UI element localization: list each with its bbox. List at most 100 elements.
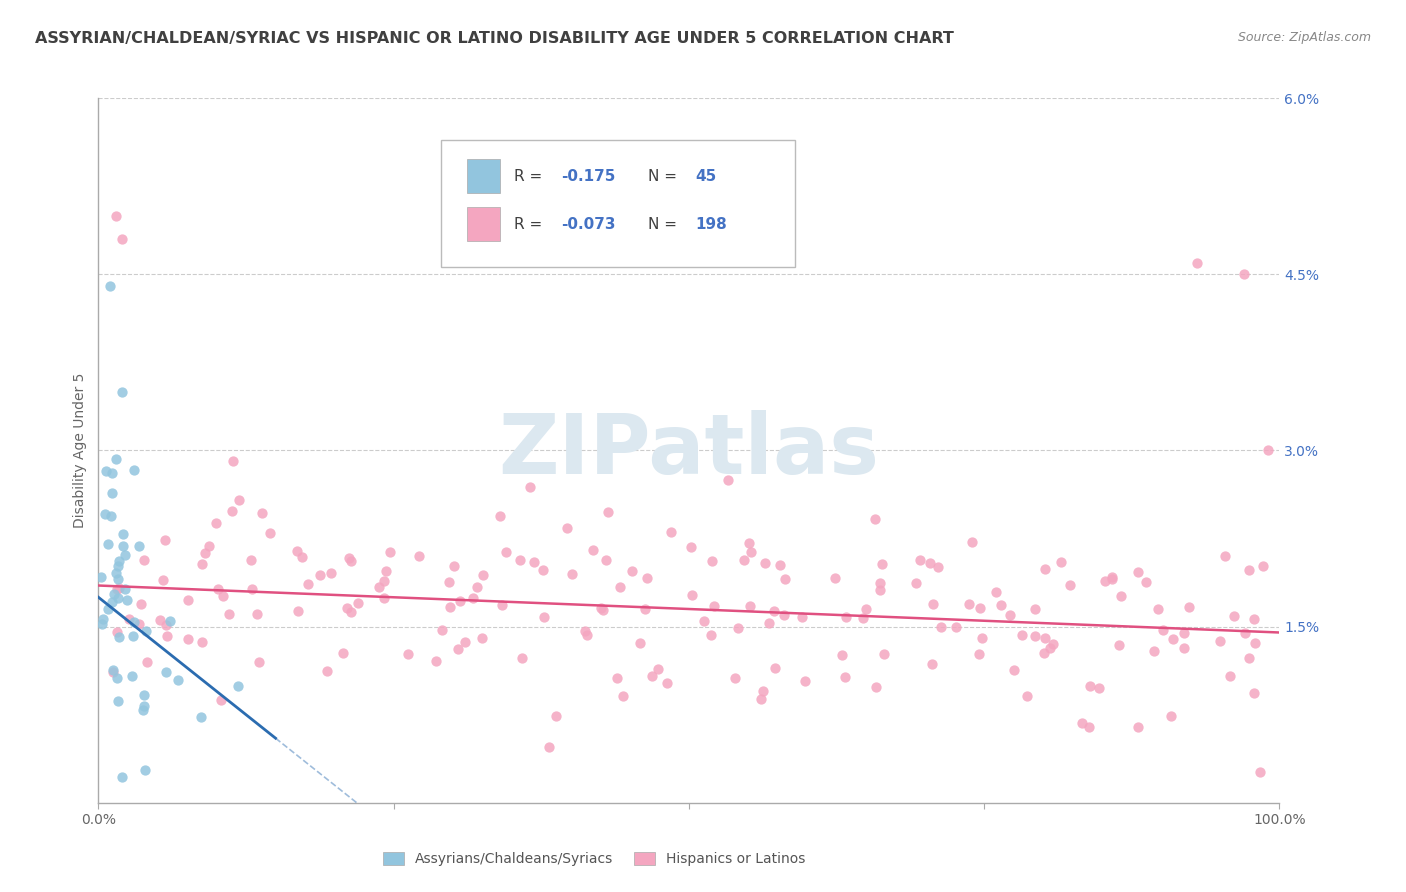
Point [724, 671, 747, 685]
Point [368, 580, 391, 594]
Point [1237, 650, 1260, 665]
Point [103, 663, 125, 677]
Point [1077, 720, 1099, 734]
Point [375, 564, 398, 578]
Point [575, 628, 598, 642]
Point [97, 537, 120, 551]
Point [1257, 443, 1279, 458]
Point [132, 698, 155, 713]
Point [1024, 629, 1046, 643]
Point [155, 618, 177, 632]
Point [339, 554, 361, 568]
Point [94, 464, 117, 478]
Text: -0.175: -0.175 [561, 169, 616, 184]
Point [1219, 669, 1241, 683]
Point [929, 620, 952, 634]
Point [634, 602, 657, 616]
Point [1070, 716, 1092, 731]
Point [869, 576, 891, 591]
Point [699, 628, 721, 642]
Point [155, 665, 177, 679]
Point [101, 486, 124, 500]
Point [105, 566, 128, 580]
Point [209, 693, 232, 707]
Point [870, 557, 893, 571]
Point [222, 454, 245, 468]
Point [114, 548, 136, 562]
Point [1011, 628, 1033, 642]
Point [972, 632, 994, 646]
Point [105, 452, 128, 467]
Point [114, 582, 136, 596]
Point [763, 604, 786, 618]
Point [1024, 602, 1046, 616]
Point [758, 616, 780, 631]
Point [790, 609, 813, 624]
Point [738, 599, 761, 613]
Point [1101, 572, 1123, 586]
Point [309, 567, 332, 582]
Point [191, 635, 214, 649]
Point [1094, 574, 1116, 589]
Point [108, 554, 131, 568]
Point [408, 549, 430, 563]
Point [321, 566, 343, 581]
Point [103, 665, 125, 679]
Point [595, 552, 617, 566]
Point [336, 600, 359, 615]
Point [430, 624, 453, 638]
Point [105, 209, 128, 223]
Point [522, 555, 544, 569]
Point [1185, 255, 1208, 269]
Point [107, 591, 129, 605]
Text: ZIPatlas: ZIPatlas [499, 410, 879, 491]
Point [647, 662, 669, 676]
Point [1002, 663, 1025, 677]
Point [1147, 602, 1170, 616]
Point [749, 692, 772, 706]
Point [636, 570, 658, 584]
Point [831, 648, 853, 663]
Text: -0.073: -0.073 [561, 217, 616, 232]
Point [1078, 679, 1101, 693]
Point [132, 688, 155, 702]
Point [105, 582, 128, 596]
Point [754, 556, 776, 570]
Point [620, 565, 643, 579]
Point [855, 601, 877, 615]
Point [447, 642, 470, 657]
Point [108, 582, 131, 596]
Point [794, 673, 817, 688]
Text: R =: R = [515, 217, 547, 232]
Point [135, 624, 157, 639]
Point [250, 507, 273, 521]
Point [107, 558, 129, 573]
Point [90, 616, 112, 631]
Point [287, 604, 309, 618]
Point [1017, 689, 1039, 703]
Point [221, 504, 243, 518]
Point [869, 582, 891, 597]
Point [471, 567, 494, 582]
Point [91, 611, 114, 625]
Point [510, 651, 533, 665]
Point [628, 636, 651, 650]
Point [957, 597, 980, 611]
Point [1161, 632, 1184, 646]
Point [1042, 637, 1064, 651]
Point [489, 509, 512, 524]
Point [612, 689, 634, 703]
Point [1059, 578, 1081, 592]
Point [998, 607, 1021, 622]
Point [733, 553, 755, 567]
Point [1244, 636, 1267, 650]
Point [1109, 589, 1132, 603]
Point [1173, 625, 1195, 640]
Point [905, 576, 928, 591]
Text: R =: R = [515, 169, 547, 184]
Point [591, 601, 613, 615]
Point [693, 614, 716, 628]
Point [984, 585, 1007, 599]
Text: 45: 45 [695, 169, 716, 184]
Point [1223, 608, 1246, 623]
